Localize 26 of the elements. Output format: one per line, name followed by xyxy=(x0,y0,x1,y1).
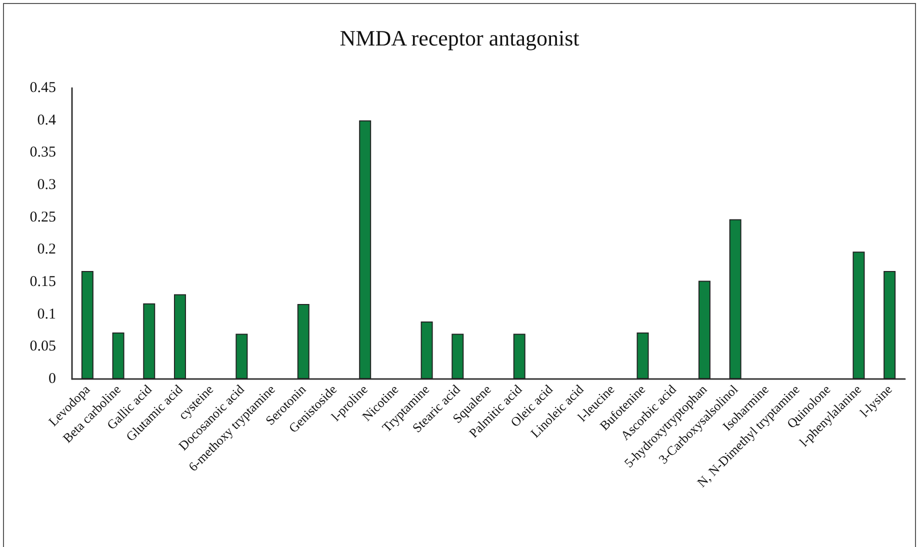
y-tick-label: 0.45 xyxy=(30,80,56,96)
bar xyxy=(729,219,742,379)
bar xyxy=(143,303,156,379)
bar xyxy=(884,271,896,379)
y-tick-label: 0.2 xyxy=(37,242,56,258)
bar xyxy=(359,120,372,379)
y-tick-label: 0.05 xyxy=(30,338,56,355)
y-tick-label: 0.35 xyxy=(30,144,56,161)
y-tick-label: 0.1 xyxy=(37,306,56,322)
y-tick-label: 0 xyxy=(48,371,56,387)
bar xyxy=(852,252,865,379)
bar xyxy=(698,280,710,379)
y-tick-label: 0.25 xyxy=(30,209,56,226)
y-tick-label: 0.3 xyxy=(37,177,56,193)
bar xyxy=(174,294,186,379)
bar xyxy=(420,321,433,379)
chart-title: NMDA receptor antagonist xyxy=(340,26,580,50)
y-tick-label: 0.15 xyxy=(30,274,56,290)
bar xyxy=(513,334,526,379)
y-tick-label: 0.4 xyxy=(37,112,56,128)
bar xyxy=(81,271,94,379)
bar xyxy=(297,304,310,379)
bar xyxy=(236,334,248,379)
bar xyxy=(636,332,649,379)
bar xyxy=(452,334,464,379)
bar xyxy=(112,332,124,379)
